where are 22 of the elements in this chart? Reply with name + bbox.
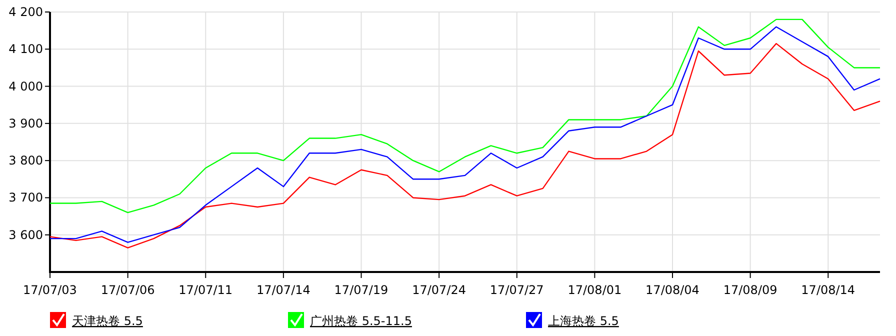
x-tick-label: 17/08/04 [646,283,700,297]
y-tick-label: 3 700 [8,190,43,205]
line-series [49,18,881,214]
x-tick-label: 17/07/27 [490,283,544,297]
x-tick-label: 17/07/19 [334,283,388,297]
x-tick-label: 17/07/11 [178,283,233,297]
x-tick-label: 17/08/09 [723,283,778,297]
x-tick-label: 17/08/01 [568,283,622,297]
legend-label: 上海热卷 5.5 [548,314,619,328]
x-tick-label: 17/07/14 [256,283,310,297]
x-tick-label: 17/08/14 [801,283,856,297]
x-tick-label: 17/07/03 [23,283,77,297]
legend-label: 天津热卷 5.5 [72,314,143,328]
y-tick-label: 3 900 [8,116,43,130]
legend-label: 广州热卷 5.5-11.5 [310,314,412,328]
x-tick-label: 17/07/24 [412,283,466,297]
x-tick-label: 17/07/06 [100,283,155,297]
y-tick-label: 4 100 [8,42,43,56]
y-tick-label: 3 800 [8,154,43,168]
y-tick-label: 3 600 [8,228,43,242]
y-tick-label: 4 200 [8,5,43,19]
y-tick-label: 4 000 [8,79,43,94]
